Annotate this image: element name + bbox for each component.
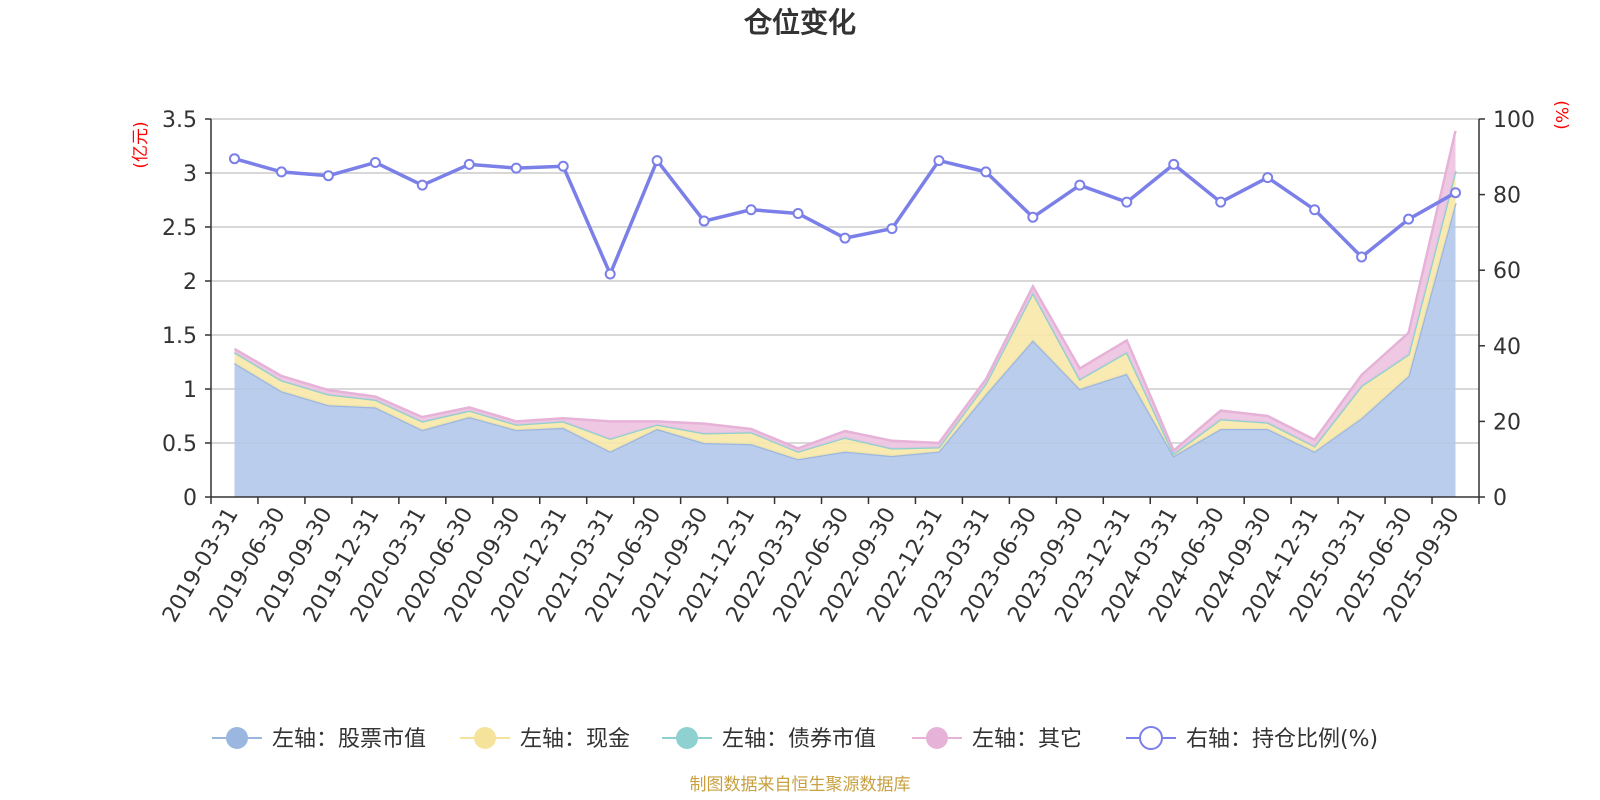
left-tick-label: 1.5	[162, 324, 197, 349]
legend-label: 左轴：股票市值	[272, 727, 426, 752]
ratio-point	[886, 223, 898, 235]
ratio-point	[604, 268, 616, 280]
right-tick-label: 80	[1493, 184, 1521, 209]
left-tick-label: 3	[183, 162, 197, 187]
ratio-point	[275, 166, 287, 178]
gridlines	[211, 118, 1479, 444]
legend-swatch-marker	[474, 727, 496, 749]
left-tick-label: 0	[183, 486, 197, 511]
legend-label: 左轴：债券市值	[722, 727, 876, 752]
ratio-point	[369, 156, 381, 168]
right-tick-label: 60	[1493, 259, 1521, 284]
legend-label: 左轴：现金	[520, 727, 630, 752]
ratio-point	[557, 160, 569, 172]
legend: 左轴：股票市值 左轴：现金 左轴：债券市值 左轴：其它 右轴：持仓比例(%)	[212, 726, 1378, 752]
left-tick-label: 0.5	[162, 432, 197, 457]
right-tick-label: 0	[1493, 486, 1507, 511]
ratio-point	[933, 155, 945, 167]
left-tick-label: 1	[183, 378, 197, 403]
ratio-point	[1262, 172, 1274, 184]
ratio-point	[1403, 213, 1415, 225]
ratio-point	[1027, 211, 1039, 223]
ratio-point	[1168, 158, 1180, 170]
right-tick-label: 100	[1493, 108, 1535, 133]
left-tick-label: 3.5	[162, 108, 197, 133]
left-axis-unit: (亿元)	[131, 121, 151, 168]
ratio-point	[416, 179, 428, 191]
right-tick-label: 20	[1493, 410, 1521, 435]
legend-label: 右轴：持仓比例(%)	[1186, 727, 1378, 752]
ratio-point	[1356, 251, 1368, 263]
ratio-line-series	[228, 153, 1462, 280]
ratio-point	[651, 155, 663, 167]
area-左轴：债券市值	[234, 170, 1456, 454]
ratio-point	[698, 215, 710, 227]
stacked-areas	[233, 130, 1457, 497]
area-左轴：其它	[234, 130, 1456, 454]
ratio-point	[980, 166, 992, 178]
right-axis-unit: (%)	[1551, 100, 1571, 129]
ratio-point	[322, 170, 334, 182]
legend-swatch-marker	[676, 727, 698, 749]
area-edge-左轴：债券市值	[233, 170, 1457, 456]
area-左轴：股票市值	[234, 203, 1456, 497]
ratio-point	[1450, 187, 1462, 199]
ratio-point	[1215, 196, 1227, 208]
right-tick-label: 40	[1493, 335, 1521, 360]
ratio-point	[228, 153, 240, 165]
ratio-point	[1074, 179, 1086, 191]
ratio-point	[839, 232, 851, 244]
left-tick-label: 2	[183, 270, 197, 295]
ratio-point	[1309, 204, 1321, 216]
ratio-point	[1121, 196, 1133, 208]
area-edge-左轴：其它	[233, 130, 1457, 453]
left-tick-label: 2.5	[162, 216, 197, 241]
axes: 00.511.522.533.50204060801002019-03-3120…	[158, 108, 1535, 627]
ratio-point	[510, 162, 522, 174]
legend-label: 左轴：其它	[972, 727, 1082, 752]
legend-swatch-marker	[926, 727, 948, 749]
ratio-point	[463, 158, 475, 170]
legend-swatch-marker	[226, 727, 248, 749]
data-source-note: 制图数据来自恒生聚源数据库	[690, 775, 911, 795]
ratio-point	[792, 208, 804, 219]
area-edge-左轴：现金	[233, 170, 1457, 456]
area-左轴：现金	[234, 170, 1456, 460]
legend-swatch-marker	[1139, 726, 1163, 750]
ratio-point	[745, 204, 757, 216]
chart-title: 仓位变化	[744, 6, 856, 39]
